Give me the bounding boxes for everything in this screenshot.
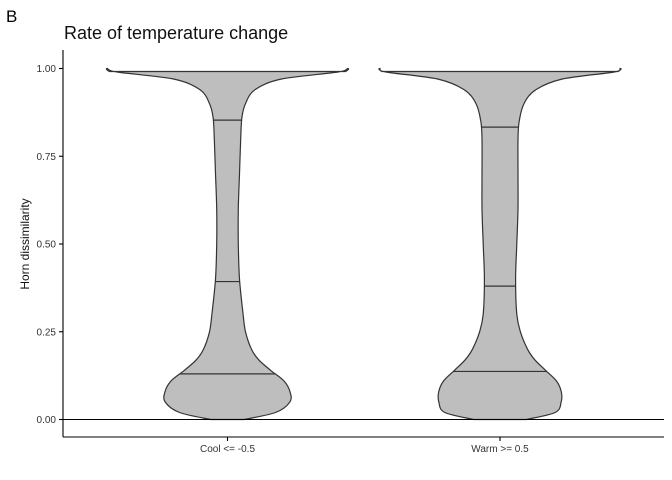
- y-tick-label: 0.50: [37, 240, 57, 251]
- violins: [105, 67, 622, 421]
- panel-tag: B: [6, 7, 17, 26]
- y-tick-label: 0.75: [37, 152, 57, 163]
- y-axis-label: Horn dissimilarity: [18, 198, 32, 289]
- y-axis-ticks: 0.00 0.25 0.50 0.75 1.00: [37, 64, 63, 426]
- chart-title: Rate of temperature change: [64, 23, 288, 43]
- y-tick-label: 0.25: [37, 327, 57, 338]
- x-tick-label: Cool <= -0.5: [200, 444, 255, 455]
- violin-body: [105, 67, 350, 421]
- x-tick-label: Warm >= 0.5: [471, 444, 529, 455]
- violin-body: [378, 67, 622, 421]
- y-tick-label: 0.00: [37, 415, 57, 426]
- y-tick-label: 1.00: [37, 64, 57, 75]
- x-axis-ticks: Cool <= -0.5 Warm >= 0.5: [200, 437, 529, 455]
